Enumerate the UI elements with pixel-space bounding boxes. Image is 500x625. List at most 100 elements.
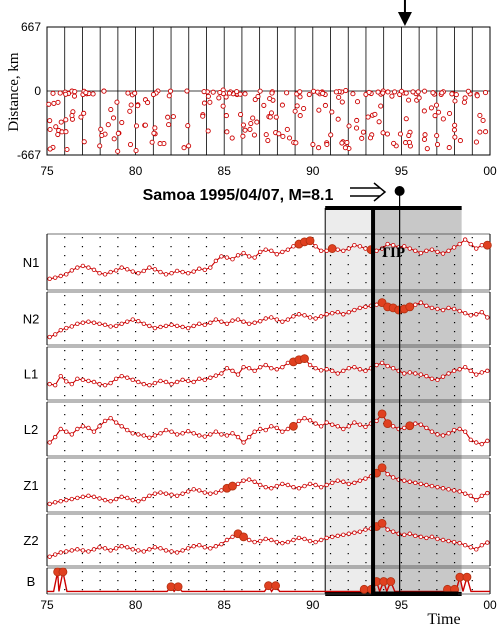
data-point xyxy=(141,381,147,387)
grid-dot xyxy=(205,432,208,434)
data-point xyxy=(141,549,147,554)
grid-dot xyxy=(400,237,402,239)
grid-dot xyxy=(436,571,438,573)
scatter-point xyxy=(391,140,397,146)
data-point xyxy=(352,480,357,486)
scatter-point xyxy=(372,111,378,117)
grid-dot xyxy=(205,497,208,499)
grid-dot xyxy=(400,580,402,582)
grid-dot xyxy=(471,450,473,452)
data-point xyxy=(185,546,191,551)
grid-dot xyxy=(471,359,473,361)
grid-dot xyxy=(365,580,367,582)
bottom-x-tick-label: 80 xyxy=(129,598,143,612)
grid-dot xyxy=(383,571,385,573)
data-point xyxy=(69,268,75,273)
data-point xyxy=(224,366,230,371)
grid-dot xyxy=(436,377,438,379)
grid-dot xyxy=(294,377,296,379)
scatter-point xyxy=(453,92,459,98)
grid-dot xyxy=(383,535,385,537)
grid-dot xyxy=(276,273,278,275)
grid-dot xyxy=(188,340,190,342)
data-point xyxy=(274,317,280,322)
grid-dot xyxy=(170,506,172,508)
grid-dot xyxy=(241,395,243,397)
grid-dot xyxy=(188,479,190,481)
data-point xyxy=(446,431,451,436)
grid-dot xyxy=(241,255,243,257)
data-point xyxy=(185,489,191,494)
data-point xyxy=(108,499,113,504)
data-point xyxy=(363,304,368,310)
data-point xyxy=(197,266,202,271)
data-point xyxy=(374,248,379,253)
grid-dot xyxy=(453,264,456,266)
grid-dot xyxy=(276,488,278,490)
grid-dot xyxy=(223,470,225,472)
data-point xyxy=(435,377,440,383)
grid-dot xyxy=(188,386,190,388)
grid-dot xyxy=(241,461,243,463)
scatter-point xyxy=(181,145,187,151)
grid-dot xyxy=(312,359,314,361)
data-point xyxy=(125,375,130,380)
grid-dot xyxy=(152,386,154,388)
grid-dot xyxy=(170,517,172,519)
grid-dot xyxy=(329,580,332,582)
grid-dot xyxy=(471,395,473,397)
data-point xyxy=(280,429,285,434)
grid-dot xyxy=(383,450,385,452)
grid-dot xyxy=(418,580,420,582)
grid-dot xyxy=(365,340,367,342)
grid-dot xyxy=(117,331,119,333)
data-point xyxy=(462,543,468,548)
grid-dot xyxy=(223,517,225,519)
data-point xyxy=(457,426,462,432)
grid-dot xyxy=(453,313,456,315)
grid-dot xyxy=(453,497,456,499)
data-point xyxy=(213,317,219,322)
grid-dot xyxy=(117,441,119,443)
grid-dot xyxy=(152,423,154,425)
grid-dot xyxy=(418,359,420,361)
scatter-point xyxy=(63,117,69,123)
data-point xyxy=(313,366,318,371)
grid-dot xyxy=(418,350,420,352)
grid-dot xyxy=(99,405,101,407)
grid-dot xyxy=(400,461,402,463)
scatter-point xyxy=(339,99,345,105)
data-point xyxy=(75,547,80,552)
grid-dot xyxy=(99,395,101,397)
grid-dot xyxy=(205,589,208,591)
data-point xyxy=(246,477,252,482)
grid-dot xyxy=(347,350,349,352)
scatter-point xyxy=(265,138,271,144)
grid-dot xyxy=(312,506,314,508)
data-point xyxy=(390,529,396,534)
data-point xyxy=(219,319,224,324)
grid-dot xyxy=(81,405,84,407)
grid-dot xyxy=(418,414,420,416)
data-point xyxy=(64,379,69,384)
grid-dot xyxy=(365,359,367,361)
data-point xyxy=(163,379,169,385)
data-point xyxy=(52,275,58,280)
grid-dot xyxy=(418,304,420,306)
data-point xyxy=(335,424,340,429)
data-point xyxy=(440,486,446,491)
grid-dot xyxy=(259,450,261,452)
grid-dot xyxy=(205,255,208,257)
data-point xyxy=(246,254,252,259)
grid-dot xyxy=(205,535,208,537)
grid-dot xyxy=(99,313,101,315)
data-point xyxy=(457,241,462,247)
grid-dot xyxy=(276,282,278,284)
data-point xyxy=(407,479,412,484)
data-point xyxy=(75,321,80,326)
data-point xyxy=(451,427,457,433)
data-point xyxy=(47,440,52,445)
grid-dot xyxy=(453,377,456,379)
grid-dot xyxy=(400,359,402,361)
alarm-point xyxy=(405,302,415,312)
